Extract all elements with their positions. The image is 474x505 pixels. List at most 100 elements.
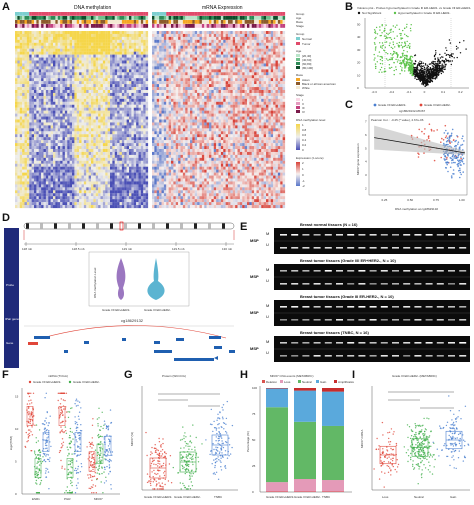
heat-cell xyxy=(81,84,84,88)
heat-cell xyxy=(74,122,77,126)
heat-cell xyxy=(270,81,274,85)
heat-cell xyxy=(223,51,226,55)
heat-cell xyxy=(67,101,70,105)
heat-cell xyxy=(114,128,118,132)
heat-cell xyxy=(254,60,257,64)
heat-cell xyxy=(79,45,82,49)
heat-cell xyxy=(225,84,229,88)
heat-cell xyxy=(156,57,160,61)
heat-cell xyxy=(178,57,181,61)
heat-cell xyxy=(53,181,56,185)
heat-cell xyxy=(22,92,25,96)
heat-cell xyxy=(244,57,248,61)
heat-cell xyxy=(69,81,73,85)
heat-cell xyxy=(81,202,84,206)
heat-cell xyxy=(251,51,255,55)
heat-cell xyxy=(129,166,132,170)
panel-letter-h: H xyxy=(240,369,248,381)
heat-cell xyxy=(277,33,281,37)
heat-cell xyxy=(199,78,202,82)
heat-cell xyxy=(131,140,134,144)
annot-cell xyxy=(178,24,181,28)
heat-cell xyxy=(154,69,157,73)
heat-cell xyxy=(218,78,221,82)
heat-cell xyxy=(53,125,56,129)
heat-cell xyxy=(83,163,87,167)
heat-cell xyxy=(178,48,181,52)
heat-cell xyxy=(133,60,137,64)
heat-cell xyxy=(72,190,75,194)
heat-cell xyxy=(163,36,167,40)
heat-cell xyxy=(185,69,188,73)
heat-cell xyxy=(136,163,139,167)
heat-cell xyxy=(53,169,56,173)
heat-cell xyxy=(83,169,87,173)
heat-cell xyxy=(98,143,101,147)
heat-cell xyxy=(86,181,89,185)
heat-cell xyxy=(145,134,149,138)
annotation-rows xyxy=(15,12,286,28)
heat-cell xyxy=(50,157,54,161)
heat-cell xyxy=(55,199,58,203)
heat-cell xyxy=(29,42,32,46)
heat-cell xyxy=(15,54,18,58)
heat-cell xyxy=(93,193,96,197)
heat-cell xyxy=(239,66,243,70)
heat-cell xyxy=(55,184,58,188)
heat-cell xyxy=(69,172,73,176)
heat-cell xyxy=(277,39,281,43)
heat-cell xyxy=(43,196,46,200)
heat-cell xyxy=(218,45,221,49)
heat-cell xyxy=(19,184,23,188)
annot-cell xyxy=(187,12,191,16)
heat-cell xyxy=(168,72,172,76)
heat-cell xyxy=(53,72,56,76)
heat-cell xyxy=(64,128,68,132)
heat-cell xyxy=(119,39,122,43)
heat-cell xyxy=(62,66,65,70)
annot-cell xyxy=(277,12,281,16)
heat-cell xyxy=(29,163,32,167)
heat-cell xyxy=(180,36,183,40)
heat-cell xyxy=(178,69,181,73)
heat-cell xyxy=(223,57,226,61)
heat-cell xyxy=(105,84,108,88)
heat-cell xyxy=(74,72,77,76)
heat-cell xyxy=(17,87,20,91)
heat-cell xyxy=(270,51,274,55)
heat-cell xyxy=(178,66,181,70)
heat-cell xyxy=(143,72,146,76)
heat-cell xyxy=(19,149,23,153)
heat-cell xyxy=(249,60,252,64)
heat-cell xyxy=(91,187,94,191)
heat-cell xyxy=(261,36,264,40)
heat-cell xyxy=(60,104,63,108)
heat-cell xyxy=(114,163,118,167)
heat-cell xyxy=(57,202,61,206)
heat-cell xyxy=(48,110,51,114)
heat-cell xyxy=(114,87,118,91)
heat-cell xyxy=(152,48,155,52)
heat-cell xyxy=(129,149,132,153)
heat-cell xyxy=(36,122,39,126)
heat-cell xyxy=(242,39,245,43)
heat-cell xyxy=(159,42,162,46)
heat-cell xyxy=(105,31,108,35)
heat-cell xyxy=(76,95,80,99)
heat-cell xyxy=(57,51,61,55)
annot-cell xyxy=(57,24,61,28)
heat-cell xyxy=(41,95,44,99)
heat-cell xyxy=(117,146,120,150)
annot-cell xyxy=(163,24,167,28)
heat-cell xyxy=(138,78,141,82)
heat-cell xyxy=(194,48,198,52)
heat-cell xyxy=(64,157,68,161)
heat-cell xyxy=(53,104,56,108)
heat-cell xyxy=(282,48,286,52)
heat-cell xyxy=(145,42,149,46)
heat-cell xyxy=(102,101,106,105)
annot-cell xyxy=(45,12,49,16)
heat-cell xyxy=(50,92,54,96)
heat-cell xyxy=(69,110,73,114)
heat-cell xyxy=(41,98,44,102)
